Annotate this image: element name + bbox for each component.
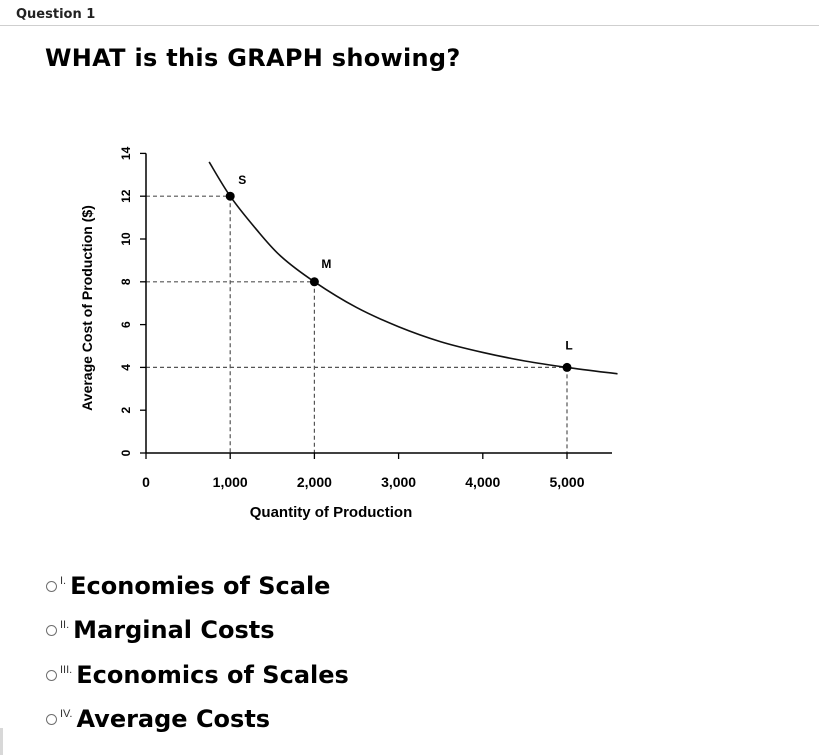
radio-button[interactable]: [46, 624, 57, 636]
question-number: Question 1: [16, 7, 96, 22]
point-label-m: M: [321, 257, 331, 271]
y-tick-label: 4: [119, 364, 133, 371]
option-economics-of-scales[interactable]: III. Economics of Scales: [46, 660, 349, 690]
option-average-costs[interactable]: IV. Average Costs: [46, 704, 270, 734]
option-number: I.: [60, 575, 67, 587]
point-label-l: L: [565, 338, 572, 352]
x-tick-label: 3,000: [381, 474, 416, 490]
y-axis-ticks: 0 2 4 6 8 10 12 14: [119, 146, 146, 456]
y-tick-label: 14: [119, 146, 133, 160]
question-prompt: WHAT is this GRAPH showing?: [45, 44, 461, 72]
point-label-s: S: [238, 173, 246, 187]
x-tick-label: 2,000: [297, 474, 332, 490]
option-number: II.: [60, 619, 70, 631]
option-label: Economics of Scales: [76, 661, 349, 689]
y-tick-label: 10: [119, 232, 133, 246]
point-l: [562, 362, 572, 372]
radio-button[interactable]: [46, 669, 57, 681]
dashed-guide-lines: [146, 195, 568, 453]
curve-points: S M L: [225, 173, 573, 372]
scroll-edge: [0, 728, 3, 755]
option-label: Economies of Scale: [70, 572, 331, 600]
option-economies-of-scale[interactable]: I. Economies of Scale: [46, 571, 330, 601]
x-axis-ticks: 0 1,000 2,000 3,000 4,000 5,000: [142, 453, 585, 490]
y-tick-label: 12: [119, 189, 133, 203]
option-marginal-costs[interactable]: II. Marginal Costs: [46, 615, 275, 645]
average-cost-curve: [208, 161, 618, 375]
y-axis-label: Average Cost of Production ($): [79, 205, 95, 411]
point-m: [309, 277, 319, 287]
average-cost-chart: 0 2 4 6 8 10 12 14 0 1,000 2,000 3,000 4,000 5,000 S…: [79, 146, 618, 521]
point-s: [225, 191, 235, 201]
y-tick-label: 8: [119, 278, 133, 285]
option-label: Marginal Costs: [73, 616, 275, 644]
radio-button[interactable]: [46, 713, 57, 725]
y-tick-label: 0: [119, 449, 133, 456]
x-tick-label: 0: [142, 474, 150, 490]
x-tick-label: 5,000: [549, 474, 584, 490]
y-tick-label: 6: [119, 321, 133, 328]
radio-button[interactable]: [46, 580, 57, 592]
x-axis-label: Quantity of Production: [250, 504, 413, 521]
option-number: III.: [60, 664, 73, 676]
x-tick-label: 4,000: [465, 474, 500, 490]
option-number: IV.: [60, 708, 73, 720]
y-tick-label: 2: [119, 407, 133, 414]
option-label: Average Costs: [76, 705, 271, 733]
x-tick-label: 1,000: [213, 474, 248, 490]
question-header: Question 1: [0, 0, 819, 26]
